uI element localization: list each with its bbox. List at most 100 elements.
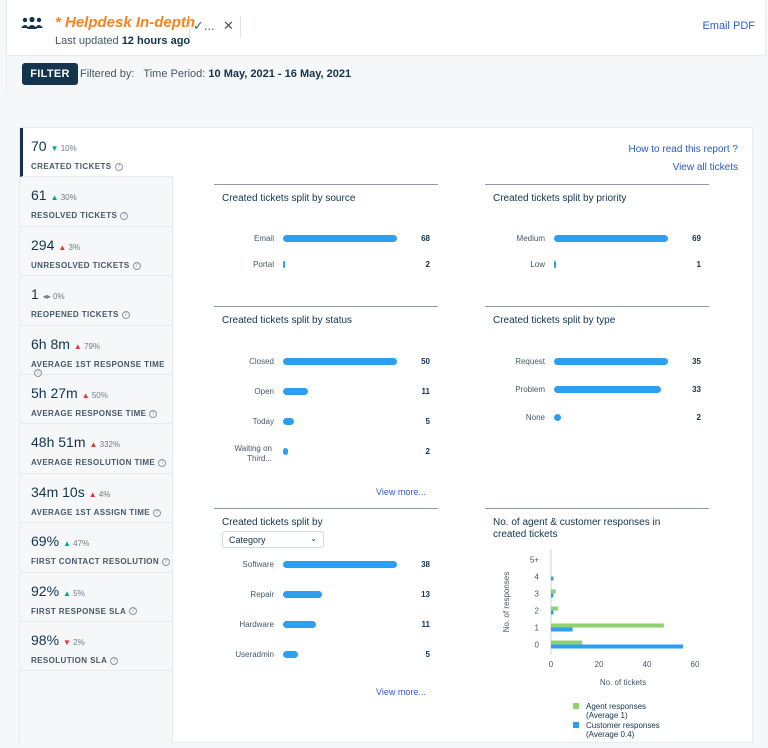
bar-row[interactable]: Problem 33 <box>485 385 709 399</box>
bar-value: 11 <box>421 620 430 629</box>
bar-customer-responses <box>551 627 573 632</box>
metric-value: 92% <box>31 582 60 599</box>
legend-note: (Average 1) <box>586 711 628 720</box>
chevron-down-icon: ⌄ <box>310 534 317 543</box>
bar-agent-responses <box>551 606 559 611</box>
trend-arrow-icon: ▼ <box>63 637 71 647</box>
trend-arrow-icon: ▲ <box>88 489 97 499</box>
bar-fill[interactable] <box>554 235 668 242</box>
report-header: * Helpdesk In-depth Last updated 12 hour… <box>6 0 767 90</box>
bar-row[interactable]: Hardware 11 <box>214 620 438 634</box>
bar-label: Problem <box>515 385 545 394</box>
view-more-link[interactable]: View more... <box>376 487 426 497</box>
bar-row[interactable]: Low 1 <box>485 260 709 274</box>
group-by-select[interactable]: Category ⌄ <box>222 531 324 548</box>
help-icon[interactable]: ? <box>129 607 138 616</box>
metric-label: RESOLUTION SLA? <box>31 656 172 665</box>
help-icon[interactable]: ? <box>153 508 161 517</box>
bar-agent-responses <box>551 589 556 594</box>
help-icon[interactable]: ? <box>120 212 129 221</box>
bar-value: 5 <box>425 650 430 659</box>
view-more-link[interactable]: View more... <box>376 687 426 697</box>
bar-row[interactable]: Open 11 <box>214 387 438 401</box>
help-icon[interactable]: ? <box>121 311 130 320</box>
metric-label: AVERAGE 1ST RESPONSE TIME? <box>31 359 165 378</box>
view-all-tickets-link[interactable]: View all tickets <box>672 162 738 173</box>
bar-row[interactable]: Useradmin 5 <box>214 650 438 664</box>
bar-fill[interactable] <box>283 621 316 628</box>
help-icon[interactable]: ? <box>132 261 141 270</box>
bar-fill[interactable] <box>283 388 309 395</box>
bar-row[interactable]: Portal 2 <box>214 260 438 274</box>
metric-value: 98% <box>31 631 60 648</box>
bar-value: 38 <box>421 560 430 569</box>
metric-resolution-sla[interactable]: 98% ▼ 2% RESOLUTION SLA? <box>20 622 172 672</box>
metric-unresolved-tickets[interactable]: 294 ▲ 3% UNRESOLVED TICKETS? <box>20 227 172 277</box>
bar-label: Waiting on Third... <box>234 444 273 463</box>
bar-fill[interactable] <box>554 261 556 268</box>
bar-row[interactable]: Waiting on Third... 2 <box>214 444 438 463</box>
help-icon[interactable]: ? <box>114 162 123 171</box>
metric-label: AVERAGE RESPONSE TIME? <box>31 409 172 418</box>
metric-average-1st-assign-time[interactable]: 34m 10s ▲ 4% AVERAGE 1ST ASSIGN TIME? <box>20 474 172 524</box>
bar-row[interactable]: Closed 50 <box>214 357 438 371</box>
metric-average-resolution-time[interactable]: 48h 51m ▲ 332% AVERAGE RESOLUTION TIME? <box>20 424 172 474</box>
bar-fill[interactable] <box>283 591 322 598</box>
bar-fill[interactable] <box>554 414 561 421</box>
bar-row[interactable]: None 2 <box>485 413 709 427</box>
trend-arrow-icon: ▲ <box>58 242 67 252</box>
metric-average-1st-response-time[interactable]: 6h 8m ▲ 79% AVERAGE 1ST RESPONSE TIME? <box>20 326 172 378</box>
legend-label: Customer responses <box>586 721 660 730</box>
help-icon[interactable]: ? <box>34 369 42 378</box>
bar-row[interactable]: Software 38 <box>214 560 438 574</box>
bar-value: 33 <box>692 385 701 394</box>
bar-fill[interactable] <box>283 561 397 568</box>
trend-arrow-icon: ▲ <box>89 440 98 450</box>
email-pdf-link[interactable]: Email PDF <box>702 20 755 32</box>
help-icon[interactable]: ? <box>149 409 158 418</box>
trend-arrow-icon: ◂▸ <box>42 292 51 302</box>
metric-created-tickets[interactable]: 70 ▼ 10% CREATED TICKETS? <box>20 128 173 178</box>
bar-row[interactable]: Request 35 <box>485 357 709 371</box>
bar-value: 50 <box>421 357 430 366</box>
legend-swatch <box>573 722 579 728</box>
legend-label: Agent responses <box>586 702 646 711</box>
metric-average-response-time[interactable]: 5h 27m ▲ 50% AVERAGE RESPONSE TIME? <box>20 375 172 425</box>
bar-fill[interactable] <box>283 261 285 268</box>
help-icon[interactable]: ? <box>158 459 167 468</box>
metric-first-response-sla[interactable]: 92% ▲ 5% FIRST RESPONSE SLA? <box>20 573 172 622</box>
metric-value: 34m 10s <box>31 483 85 500</box>
save-check-icon[interactable]: ✓... <box>193 18 215 33</box>
bar-fill[interactable] <box>554 386 662 393</box>
bar-fill[interactable] <box>283 358 397 365</box>
bar-fill[interactable] <box>283 651 298 658</box>
bar-row[interactable]: Email 68 <box>214 234 438 248</box>
metric-label: CREATED TICKETS? <box>31 162 173 171</box>
y-tick-label: 4 <box>535 573 540 582</box>
card-category: Created tickets split by Category ⌄ Softw… <box>214 508 438 708</box>
bar-row[interactable]: Today 5 <box>214 417 438 431</box>
card-responses: No. of agent & customer responses in cre… <box>485 508 709 744</box>
metric-delta: ▲ 5% <box>63 588 85 598</box>
card-status: Created tickets split by status Closed 50… <box>214 306 438 508</box>
filter-button[interactable]: FILTER <box>22 63 78 85</box>
bar-fill[interactable] <box>283 448 288 455</box>
bar-row[interactable]: Repair 13 <box>214 590 438 604</box>
bar-fill[interactable] <box>283 235 397 242</box>
metric-first-contact-resolution[interactable]: 69% ▲ 47% FIRST CONTACT RESOLUTION? <box>20 523 172 573</box>
bar-fill[interactable] <box>283 418 295 425</box>
how-to-read-link[interactable]: How to read this report ? <box>628 144 739 155</box>
close-icon[interactable]: ✕ <box>223 18 234 33</box>
metric-delta: ▲ 332% <box>89 440 121 450</box>
help-icon[interactable]: ? <box>162 558 171 567</box>
metric-value: 6h 8m <box>31 335 70 352</box>
bar-fill[interactable] <box>554 358 668 365</box>
help-icon[interactable]: ? <box>110 656 119 665</box>
metric-resolved-tickets[interactable]: 61 ▲ 30% RESOLVED TICKETS? <box>20 177 172 227</box>
bar-customer-responses <box>551 593 554 598</box>
metric-delta: ▲ 79% <box>73 341 101 351</box>
metric-value: 69% <box>31 533 60 550</box>
report-title[interactable]: * Helpdesk In-depth <box>55 14 196 31</box>
metric-reopened-tickets[interactable]: 1 ◂▸ 0% REOPENED TICKETS? <box>20 276 172 326</box>
bar-row[interactable]: Medium 69 <box>485 234 709 248</box>
